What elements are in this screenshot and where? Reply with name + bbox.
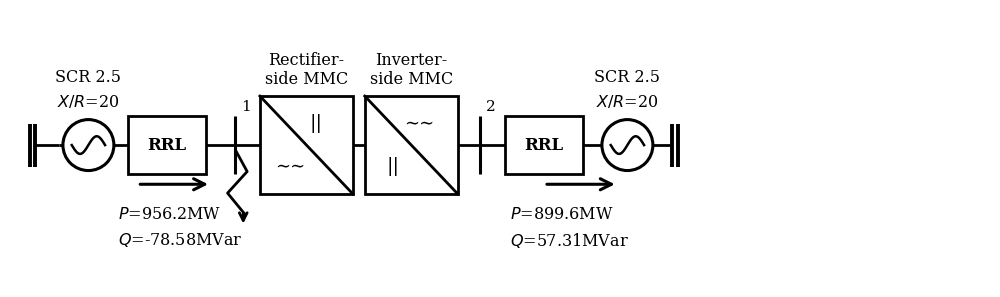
Text: $Q$=57.31MVar: $Q$=57.31MVar <box>510 231 629 250</box>
Text: 1: 1 <box>241 100 251 114</box>
Text: ∼∼: ∼∼ <box>404 115 434 132</box>
Text: RRL: RRL <box>525 137 564 154</box>
Text: Inverter-
side MMC: Inverter- side MMC <box>370 52 453 88</box>
Bar <box>128 116 206 174</box>
Bar <box>365 96 458 194</box>
Text: $Q$=-78.58MVar: $Q$=-78.58MVar <box>118 231 242 249</box>
Text: Rectifier-
side MMC: Rectifier- side MMC <box>265 52 348 88</box>
Bar <box>505 116 583 174</box>
Text: $P$=899.6MW: $P$=899.6MW <box>510 206 613 223</box>
Text: $X/R$=20: $X/R$=20 <box>596 94 659 111</box>
Text: SCR 2.5: SCR 2.5 <box>594 69 660 86</box>
Bar <box>260 96 353 194</box>
Text: ||: || <box>387 157 400 176</box>
Text: ||: || <box>310 114 323 133</box>
Text: $X/R$=20: $X/R$=20 <box>57 94 120 111</box>
Text: 2: 2 <box>486 100 496 114</box>
Text: RRL: RRL <box>147 137 186 154</box>
Text: SCR 2.5: SCR 2.5 <box>55 69 121 86</box>
Text: $P$=956.2MW: $P$=956.2MW <box>118 206 221 223</box>
Text: ∼∼: ∼∼ <box>275 158 306 176</box>
